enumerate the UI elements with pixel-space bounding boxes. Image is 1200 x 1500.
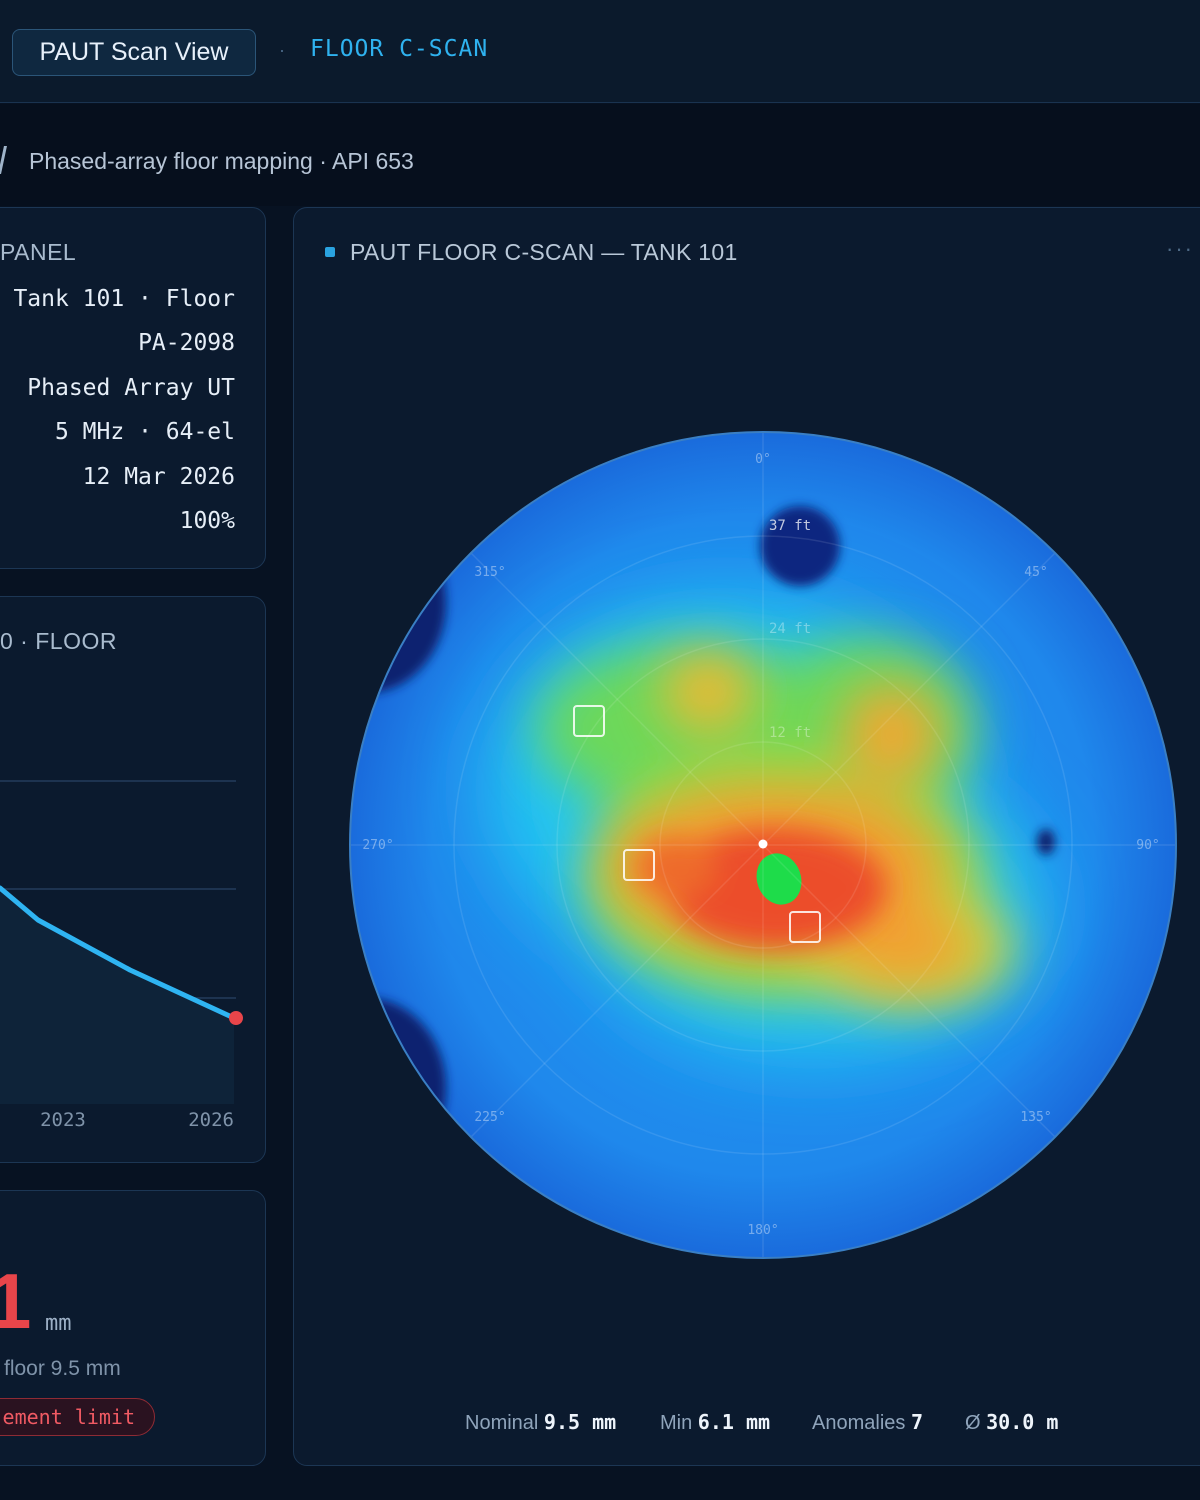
center-point — [758, 839, 768, 849]
info-row-coverage: 100% — [179, 508, 235, 534]
breadcrumb-separator: · — [279, 40, 285, 60]
info-row-asset: Tank 101 · Floor — [13, 286, 235, 312]
app-title-button[interactable]: PAUT Scan View — [12, 29, 256, 76]
stat-nominal-label: Nominal — [465, 1412, 539, 1434]
angle-label: 45° — [1024, 565, 1047, 580]
ring-label: 37 ft — [769, 518, 811, 534]
info-panel — [0, 207, 266, 569]
stat-min-value: 6.1 mm — [697, 1410, 771, 1434]
more-dots-icon[interactable]: ··· — [1166, 236, 1194, 261]
stat-anomalies: Anomalies 7 — [812, 1410, 923, 1435]
info-row-probe: 5 MHz · 64-el — [54, 419, 235, 445]
trend-latest-point[interactable] — [229, 1011, 243, 1025]
info-row-method: Phased Array UT — [27, 375, 235, 401]
info-row-date: 12 Mar 2026 — [82, 464, 235, 490]
anomaly-marker[interactable] — [789, 911, 821, 943]
trend-x-tick: 2026 — [188, 1109, 234, 1131]
stat-nominal: Nominal 9.5 mm — [465, 1410, 616, 1435]
min-thickness-unit: mm — [45, 1311, 72, 1336]
min-thickness-value: 1 — [0, 1257, 32, 1345]
ring-label: 12 ft — [769, 725, 811, 741]
cscan-outline — [349, 431, 1177, 1259]
angle-label: 90° — [1136, 838, 1159, 853]
ring-label: 24 ft — [769, 621, 811, 637]
angle-label: 315° — [474, 565, 505, 580]
trend-line — [0, 885, 237, 1021]
stat-diameter: Ø 30.0 m — [965, 1410, 1058, 1435]
stat-min-label: Min — [660, 1412, 693, 1434]
cscan-panel-title: PAUT FLOOR C-SCAN — TANK 101 — [350, 239, 738, 265]
trend-area — [0, 888, 234, 1104]
stat-min: Min 6.1 mm — [660, 1410, 770, 1435]
info-panel-title: PANEL — [0, 239, 77, 265]
angle-label: 180° — [747, 1223, 778, 1238]
angle-label: 270° — [362, 838, 393, 853]
stat-anomalies-value: 7 — [910, 1410, 923, 1434]
min-thickness-subtext: floor 9.5 mm — [4, 1357, 121, 1380]
angle-label: 0° — [755, 452, 771, 467]
page-subtitle: Phased-array floor mapping · API 653 — [29, 148, 414, 174]
cscan-map[interactable]: 0° 45° 90° 135° 180° 225° 270° 315° 37 f… — [346, 428, 1180, 1262]
subtitle-band — [0, 104, 1200, 206]
angle-label: 225° — [474, 1110, 505, 1125]
anomaly-marker[interactable] — [573, 705, 605, 737]
info-row-id: PA-2098 — [138, 330, 235, 356]
angle-label: 135° — [1020, 1110, 1051, 1125]
cscan-heatmap — [350, 432, 1176, 1258]
view-name[interactable]: FLOOR C-SCAN — [310, 36, 489, 62]
diameter-icon: Ø — [965, 1412, 981, 1434]
trend-chart: 2023 2026 — [0, 780, 243, 1131]
anomaly-marker[interactable] — [623, 849, 655, 881]
trend-x-tick: 2023 — [40, 1109, 86, 1131]
stat-diameter-value: 30.0 m — [986, 1410, 1059, 1434]
panel-indicator-icon — [325, 247, 335, 257]
limit-status-badge: ement limit — [0, 1398, 155, 1436]
trend-panel-title: 0 · FLOOR — [0, 628, 117, 654]
stat-anomalies-label: Anomalies — [812, 1412, 906, 1434]
stat-nominal-value: 9.5 mm — [543, 1410, 617, 1434]
